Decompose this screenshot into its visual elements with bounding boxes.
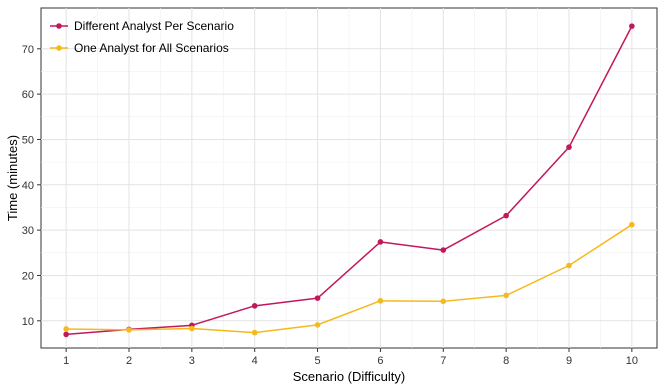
y-tick-label: 50 — [22, 134, 34, 146]
x-tick-label: 6 — [377, 355, 383, 367]
grid-lines — [41, 8, 657, 348]
legend-key-point — [56, 23, 62, 29]
x-tick-label: 7 — [440, 355, 446, 367]
legend: Different Analyst Per Scenario One Analys… — [50, 19, 234, 55]
data-point — [629, 221, 635, 228]
legend-label: One Analyst for All Scenarios — [74, 41, 229, 55]
data-point — [189, 325, 195, 332]
data-point — [251, 303, 258, 309]
data-point — [314, 295, 321, 301]
data-point — [629, 23, 635, 29]
data-point — [251, 329, 258, 336]
series-line-2 — [66, 224, 633, 334]
legend-key-point — [56, 45, 62, 51]
y-axis-title: Time (minutes) — [5, 135, 20, 221]
x-axis-title: Scenario (Difficulty) — [293, 369, 405, 384]
x-tick-label: 4 — [252, 355, 258, 367]
y-tick-label: 10 — [22, 316, 34, 328]
data-point — [566, 262, 572, 269]
y-tick-label: 60 — [22, 89, 34, 101]
x-tick-label: 2 — [126, 355, 132, 367]
x-tick-label: 3 — [189, 355, 195, 367]
data-point — [126, 327, 132, 333]
data-point — [503, 292, 509, 299]
x-tick-label: 10 — [626, 355, 638, 367]
y-tick-label: 20 — [22, 270, 34, 282]
data-point — [440, 247, 447, 253]
data-point — [314, 322, 321, 328]
series-group — [63, 23, 635, 338]
data-point — [377, 298, 384, 304]
y-tick-label: 70 — [22, 44, 34, 56]
x-tick-label: 1 — [63, 355, 69, 367]
data-point — [566, 144, 572, 150]
legend-label: Different Analyst Per Scenario — [74, 19, 234, 33]
data-point — [63, 326, 69, 332]
data-point — [440, 298, 447, 305]
y-tick-label: 40 — [22, 180, 34, 192]
data-point — [503, 212, 509, 219]
data-point — [377, 239, 384, 245]
y-tick-label: 30 — [22, 225, 34, 237]
x-tick-label: 8 — [503, 355, 509, 367]
x-tick-label: 5 — [315, 355, 321, 367]
series-line-1 — [66, 25, 633, 336]
axes: 10 20 30 40 50 60 70 1 2 3 4 5 6 7 8 9 10 — [22, 44, 638, 367]
x-tick-label: 9 — [566, 355, 572, 367]
data-point — [63, 331, 69, 338]
